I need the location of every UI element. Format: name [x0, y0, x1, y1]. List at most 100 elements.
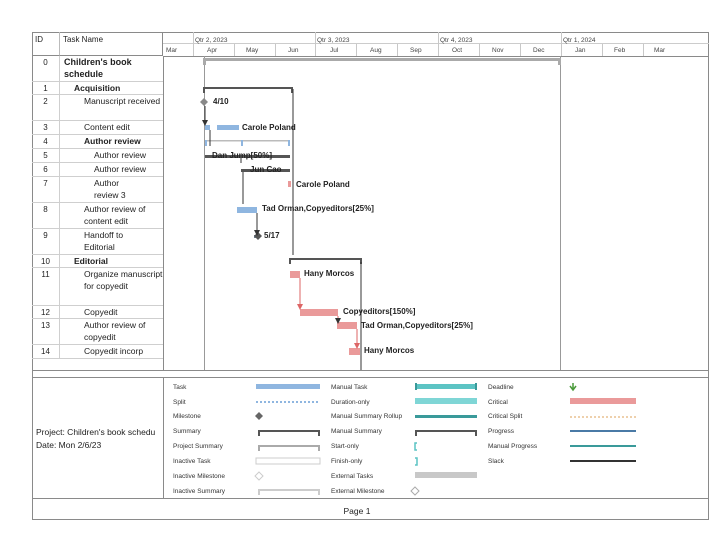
- quarter-label: Qtr 4, 2023: [440, 37, 473, 44]
- critical-bar: [290, 271, 300, 278]
- table-row[interactable]: 13 Author review of copyedit: [32, 319, 163, 345]
- milestone-diamond: [200, 98, 208, 106]
- month-label: Feb: [614, 47, 626, 54]
- legend-label: Inactive Summary: [173, 488, 226, 495]
- table-row[interactable]: 0 Children's book schedule: [32, 56, 163, 82]
- legend-inactive-task-swatch: [255, 457, 321, 465]
- table-row[interactable]: 5 Author review: [32, 149, 163, 163]
- legend-label: Manual Summary Rollup: [331, 413, 403, 420]
- task-name: Copyedit: [84, 307, 118, 317]
- legend-manual-progress-swatch: [570, 445, 636, 447]
- bar-label: 5/17: [264, 231, 280, 240]
- legend-label: Inactive Task: [173, 458, 211, 465]
- task-bar: [288, 181, 291, 187]
- critical-bar: [300, 309, 338, 316]
- table-row[interactable]: 9 Handoff to Editorial: [32, 229, 163, 255]
- legend-slack-swatch: [570, 460, 636, 462]
- table-row[interactable]: 1 Acquisition: [32, 82, 163, 95]
- task-name: Organize manuscript for copyedit: [84, 269, 163, 291]
- month-label: Dec: [533, 47, 545, 54]
- bar-label: Tad Orman,Copyeditors[25%]: [262, 204, 374, 213]
- legend-manual-summary-swatch: [415, 430, 477, 436]
- table-row[interactable]: 14 Copyedit incorp: [32, 345, 163, 359]
- legend-label: Task: [173, 384, 187, 391]
- summary-bar-author-review: [205, 140, 290, 146]
- task-name: Author review of content edit: [84, 204, 146, 226]
- bar-label: Tad Orman,Copyeditors[25%]: [361, 321, 473, 330]
- timescale-header: [163, 32, 709, 57]
- task-bar: [205, 125, 210, 130]
- month-label: Nov: [492, 47, 504, 54]
- task-name: Author review: [94, 164, 146, 174]
- table-row[interactable]: 11 Organize manuscript for copyedit: [32, 268, 163, 306]
- print-frame: [32, 32, 709, 520]
- month-label: Mar: [166, 47, 178, 54]
- task-name: Manuscript received: [84, 96, 161, 106]
- legend-label: Duration-only: [331, 399, 370, 406]
- task-bar: [205, 155, 290, 158]
- task-name: Children's book schedule: [64, 57, 132, 79]
- legend-task-swatch: [256, 384, 320, 389]
- legend-inactive-milestone-swatch: [254, 471, 264, 481]
- table-row[interactable]: 3 Content edit: [32, 121, 163, 135]
- legend-label: Manual Progress: [488, 443, 538, 450]
- header-task-name: Task Name: [60, 32, 163, 56]
- legend-label: External Tasks: [331, 473, 374, 480]
- legend-label: Finish-only: [331, 458, 363, 465]
- legend-deadline-swatch: [569, 383, 577, 392]
- legend-label: External Milestone: [331, 488, 385, 495]
- legend-external-milestone-swatch: [410, 486, 420, 496]
- critical-bar: [337, 322, 357, 329]
- project-name: Project: Children's book schedu: [36, 427, 156, 437]
- task-name: Acquisition: [74, 83, 121, 93]
- header-id: ID: [32, 32, 60, 56]
- project-summary-bar: [204, 58, 560, 61]
- legend-label: Split: [173, 399, 186, 406]
- legend-label: Critical Split: [488, 413, 523, 420]
- table-row[interactable]: 2 Manuscript received: [32, 95, 163, 121]
- legend-finish-only-swatch: [415, 457, 418, 466]
- table-row[interactable]: 8 Author review of content edit: [32, 203, 163, 229]
- legend-label: Critical: [488, 399, 508, 406]
- task-name: Content edit: [84, 122, 130, 132]
- bar-label: Carole Poland: [242, 123, 296, 132]
- bar-label: Carole Poland: [296, 180, 350, 189]
- table-row[interactable]: 4 Author review: [32, 135, 163, 149]
- legend-label: Milestone: [173, 413, 201, 420]
- task-name: Copyedit incorp: [84, 346, 144, 356]
- legend-label: Slack: [488, 458, 504, 465]
- legend-label: Summary: [173, 428, 201, 435]
- bar-label: 4/10: [213, 97, 229, 106]
- quarter-label: Qtr 3, 2023: [317, 37, 350, 44]
- task-name: Author review of copyedit: [84, 320, 146, 342]
- table-row[interactable]: 6 Author review: [32, 163, 163, 177]
- bar-label: Dan Jump[50%]: [212, 151, 273, 160]
- legend-label: Manual Task: [331, 384, 368, 391]
- table-row[interactable]: 10 Editorial: [32, 255, 163, 268]
- dependency-links: [204, 89, 362, 370]
- month-label: Jul: [330, 47, 339, 54]
- task-name: Author review: [94, 150, 146, 160]
- month-label: Sep: [410, 47, 422, 54]
- legend-start-only-swatch: [414, 442, 417, 451]
- footer-divider: [32, 498, 709, 499]
- legend-inactive-summary-swatch: [258, 489, 320, 495]
- table-row[interactable]: 7 Author review 3: [32, 177, 163, 203]
- task-bar: [217, 125, 239, 130]
- task-name: Author review: [84, 136, 141, 146]
- legend-external-tasks-swatch: [415, 472, 477, 478]
- month-label: Jun: [288, 47, 299, 54]
- legend-label: Project Summary: [173, 443, 223, 450]
- page-number: Page 1: [343, 506, 371, 516]
- summary-bar-acquisition: [203, 87, 293, 93]
- legend-manual-task-swatch: [415, 384, 477, 389]
- legend-label: Progress: [488, 428, 515, 435]
- bar-label: Jun Cao: [250, 165, 282, 174]
- month-label: May: [246, 47, 259, 54]
- legend-manual-summary-rollup-swatch: [415, 415, 477, 418]
- task-name: Author review 3: [94, 178, 126, 200]
- summary-bar-editorial: [289, 258, 362, 264]
- table-row[interactable]: 12 Copyedit: [32, 306, 163, 319]
- legend-label: Inactive Milestone: [173, 473, 226, 480]
